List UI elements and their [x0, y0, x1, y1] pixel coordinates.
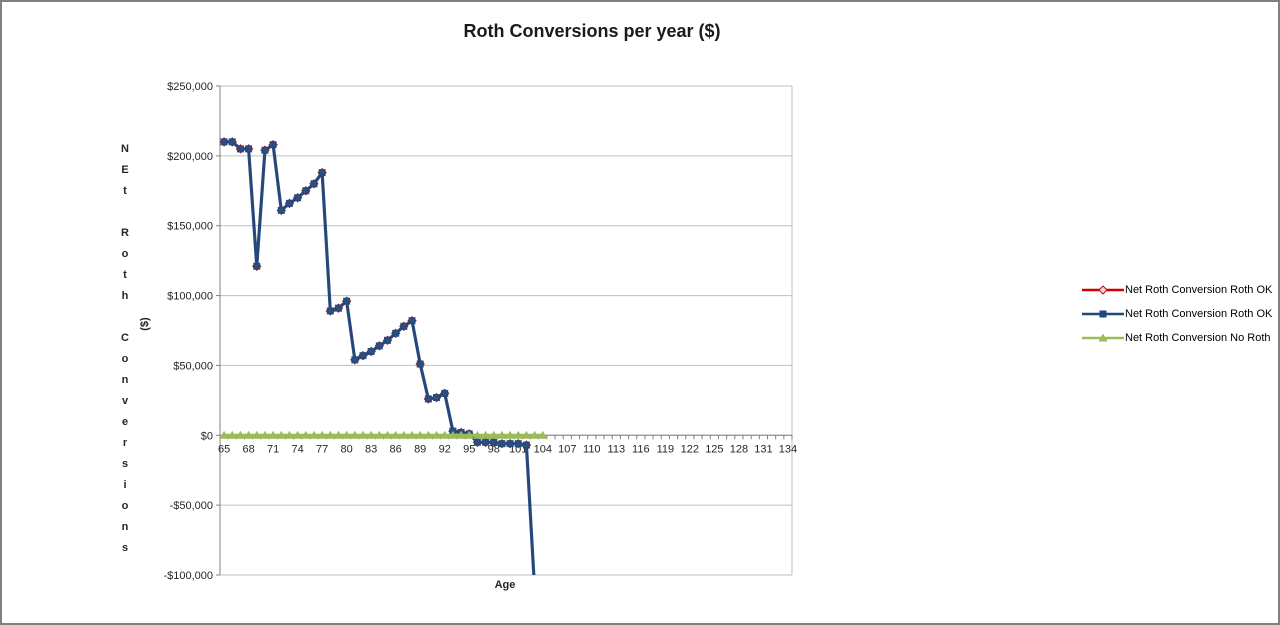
legend-label: Net Roth Conversion Roth OK: [1125, 284, 1273, 296]
x-tick-label: 107: [558, 443, 576, 455]
legend-item-green: Net Roth Conversion No Roth: [1082, 326, 1272, 350]
series-green: [220, 430, 548, 439]
x-tick-label: 77: [316, 443, 328, 455]
y-tick-label: $100,000: [167, 291, 213, 303]
x-tick-label: 113: [608, 443, 626, 455]
x-tick-label: 110: [583, 443, 601, 455]
legend: Net Roth Conversion Roth OK Net Roth Conv…: [1082, 278, 1272, 350]
x-tick-label: 80: [341, 443, 353, 455]
x-tick-label: 89: [414, 443, 426, 455]
x-tick-label: 128: [730, 443, 748, 455]
x-tick-label: 104: [534, 443, 552, 455]
x-tick-label: 119: [657, 443, 675, 455]
y-tick-label: $200,000: [167, 151, 213, 163]
x-tick-label: 98: [488, 443, 500, 455]
y-tick-label: $50,000: [173, 360, 213, 372]
x-tick-label: 101: [509, 443, 527, 455]
x-tick-label: 74: [292, 443, 304, 455]
x-tick-label: 86: [390, 443, 402, 455]
y-axis: -$100,000 -$50,000 $0 $50,000 $100,000 $150,0…: [163, 81, 221, 582]
chart-title: Roth Conversions per year ($): [463, 21, 721, 41]
y-axis-title: NEt Roth Conversions: [119, 143, 131, 563]
x-axis-title: Age: [494, 579, 516, 591]
x-tick-label: 131: [754, 443, 772, 455]
x-tick-label: 65: [218, 443, 230, 455]
x-axis: 65 68 71 74 77 80 83 86 89 92 95 98 101 104 107 110 113 1…: [218, 434, 797, 455]
y-tick-label: -$50,000: [170, 500, 213, 512]
y-tick-label: $250,000: [167, 81, 213, 93]
x-tick-label: 95: [463, 443, 475, 455]
x-tick-label: 116: [632, 443, 650, 455]
y-tick-label: -$100,000: [163, 570, 213, 582]
x-tick-label: 68: [242, 443, 254, 455]
legend-item-red: Net Roth Conversion Roth OK: [1082, 278, 1272, 302]
y-tick-label: $150,000: [167, 221, 213, 233]
gridlines: [220, 85, 793, 576]
x-tick-label: 92: [439, 443, 451, 455]
x-tick-label: 125: [705, 443, 723, 455]
red-series-swatch-icon: [1082, 285, 1124, 295]
x-tick-label: 83: [365, 443, 377, 455]
legend-label: Net Roth Conversion Roth OK: [1125, 308, 1273, 320]
y-tick-label: $0: [201, 430, 213, 442]
legend-item-blue: Net Roth Conversion Roth OK: [1082, 302, 1272, 326]
x-tick-label: 122: [681, 443, 699, 455]
legend-label: Net Roth Conversion No Roth: [1125, 332, 1271, 344]
x-tick-label: 71: [267, 443, 279, 455]
blue-series-swatch-icon: [1082, 310, 1124, 318]
green-series-swatch-icon: [1082, 333, 1124, 342]
x-tick-label: 134: [779, 443, 797, 455]
